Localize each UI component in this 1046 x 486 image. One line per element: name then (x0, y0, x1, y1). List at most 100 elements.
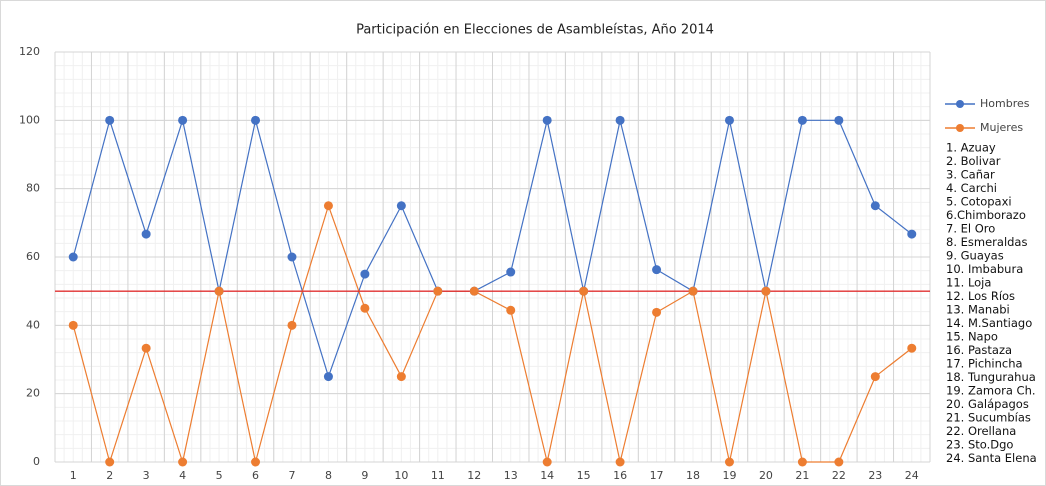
x-tick-label: 22 (832, 469, 846, 482)
data-point (724, 115, 734, 125)
data-point (797, 457, 807, 467)
data-point (287, 320, 297, 330)
legend-note: 6.Chimborazo (946, 208, 1026, 222)
data-point (907, 229, 917, 239)
data-point (396, 201, 406, 211)
x-tick-label: 10 (394, 469, 408, 482)
legend-marker (956, 100, 964, 108)
x-tick-label: 6 (252, 469, 259, 482)
x-tick-label: 17 (650, 469, 664, 482)
data-point (360, 303, 370, 313)
chart-title: Participación en Elecciones de Asambleís… (356, 23, 714, 38)
x-tick-label: 3 (143, 469, 150, 482)
data-point (834, 115, 844, 125)
legend-note: 8. Esmeraldas (946, 235, 1027, 249)
data-point (870, 372, 880, 382)
data-point (907, 343, 917, 353)
data-point (506, 305, 516, 315)
data-point (615, 115, 625, 125)
data-point (542, 115, 552, 125)
x-tick-label: 15 (577, 469, 591, 482)
data-point (360, 269, 370, 279)
data-point (506, 267, 516, 277)
y-tick-label: 40 (26, 318, 40, 331)
legend-note: 18. Tungurahua (946, 370, 1036, 384)
data-point (323, 372, 333, 382)
legend-note: 3. Cañar (946, 168, 995, 182)
data-point (834, 457, 844, 467)
data-point (724, 457, 734, 467)
legend-note: 7. El Oro (946, 222, 995, 236)
legend-note: 15. Napo (946, 330, 998, 344)
x-tick-label: 20 (759, 469, 773, 482)
data-point (797, 115, 807, 125)
legend-note: 19. Zamora Ch. (946, 384, 1036, 398)
data-point (178, 457, 188, 467)
legend-label: Hombres (980, 97, 1030, 110)
data-point (652, 307, 662, 317)
data-point (323, 201, 333, 211)
data-point (396, 372, 406, 382)
legend-note: 21. Sucumbías (946, 411, 1031, 425)
legend-note: 5. Cotopaxi (946, 195, 1012, 209)
data-point (469, 286, 479, 296)
legend-note: 16. Pastaza (946, 343, 1012, 357)
data-point (688, 286, 698, 296)
x-tick-label: 7 (288, 469, 295, 482)
legend-note: 10. Imbabura (946, 262, 1023, 276)
y-tick-label: 20 (26, 387, 40, 400)
y-tick-label: 60 (26, 250, 40, 263)
legend-note: 12. Los Ríos (946, 289, 1015, 303)
data-point (141, 343, 151, 353)
x-tick-label: 16 (613, 469, 627, 482)
legend-note: 4. Carchi (946, 181, 997, 195)
data-point (214, 286, 224, 296)
x-tick-label: 14 (540, 469, 554, 482)
legend-note: 23. Sto.Dgo (946, 438, 1013, 452)
legend-note: 20. Galápagos (946, 397, 1029, 411)
data-point (542, 457, 552, 467)
data-point (615, 457, 625, 467)
y-tick-label: 100 (19, 113, 40, 126)
data-point (68, 252, 78, 262)
x-tick-label: 11 (431, 469, 445, 482)
data-point (141, 229, 151, 239)
legend-note: 14. M.Santiago (946, 316, 1032, 330)
data-point (105, 457, 115, 467)
data-point (251, 115, 261, 125)
x-tick-label: 19 (722, 469, 736, 482)
legend-note: 1. Azuay (946, 141, 996, 155)
x-tick-label: 12 (467, 469, 481, 482)
legend-note: 2. Bolivar (946, 154, 1001, 168)
data-point (761, 286, 771, 296)
data-point (178, 115, 188, 125)
y-tick-label: 80 (26, 182, 40, 195)
series-line (72, 203, 913, 465)
legend-marker (956, 124, 964, 132)
data-point (287, 252, 297, 262)
x-tick-label: 13 (504, 469, 518, 482)
x-tick-label: 4 (179, 469, 186, 482)
series-line (72, 118, 913, 379)
data-point (251, 457, 261, 467)
x-tick-label: 1 (70, 469, 77, 482)
legend-note: 11. Loja (946, 276, 991, 290)
x-tick-label: 8 (325, 469, 332, 482)
legend-note: 13. Manabi (946, 303, 1010, 317)
data-point (68, 320, 78, 330)
legend-label: Mujeres (980, 121, 1023, 134)
data-point (652, 265, 662, 275)
x-tick-label: 9 (361, 469, 368, 482)
x-tick-label: 5 (216, 469, 223, 482)
legend-note: 9. Guayas (946, 249, 1004, 263)
x-tick-label: 2 (106, 469, 113, 482)
legend-note: 17. Pichincha (946, 357, 1023, 371)
data-point (433, 286, 443, 296)
x-tick-label: 21 (795, 469, 809, 482)
y-tick-label: 120 (19, 45, 40, 58)
y-tick-label: 0 (33, 455, 40, 468)
x-tick-label: 18 (686, 469, 700, 482)
data-point (579, 286, 589, 296)
x-tick-label: 24 (905, 469, 919, 482)
